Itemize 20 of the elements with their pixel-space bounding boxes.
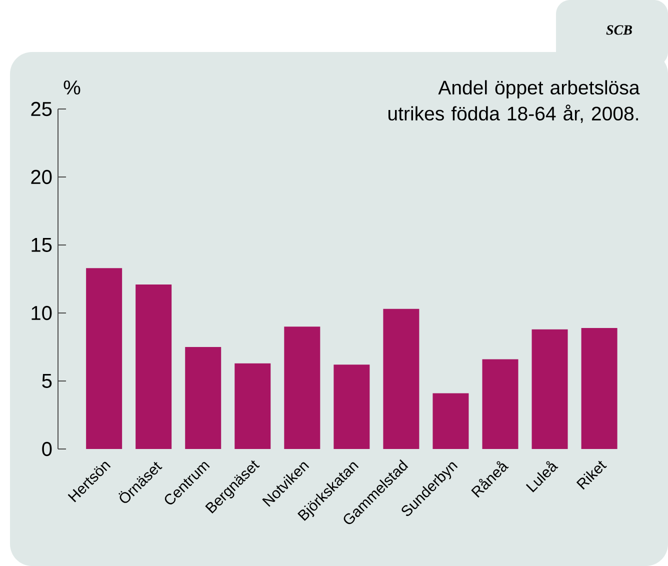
y-tick-label: 5	[42, 374, 52, 388]
y-tick-label: 25	[31, 102, 52, 116]
chart-title: Andel öppet arbetslösa utrikes födda 18-64 år, 2008.	[388, 80, 640, 123]
bar	[86, 268, 122, 449]
y-tick-label: 10	[32, 306, 52, 320]
y-tick-label: 20	[31, 170, 52, 184]
text: SCB	[606, 25, 632, 35]
bar	[532, 329, 568, 449]
bar	[334, 364, 370, 449]
bar	[482, 359, 518, 449]
y-axis-title: %	[64, 80, 80, 94]
bar	[185, 347, 222, 449]
bar	[432, 393, 469, 449]
bar	[383, 308, 420, 449]
bar	[136, 284, 172, 449]
bar	[581, 328, 618, 449]
bar	[284, 326, 320, 449]
y-tick-label: 0	[42, 442, 52, 456]
y-tick-label: 15	[32, 238, 52, 252]
bar	[234, 363, 271, 449]
